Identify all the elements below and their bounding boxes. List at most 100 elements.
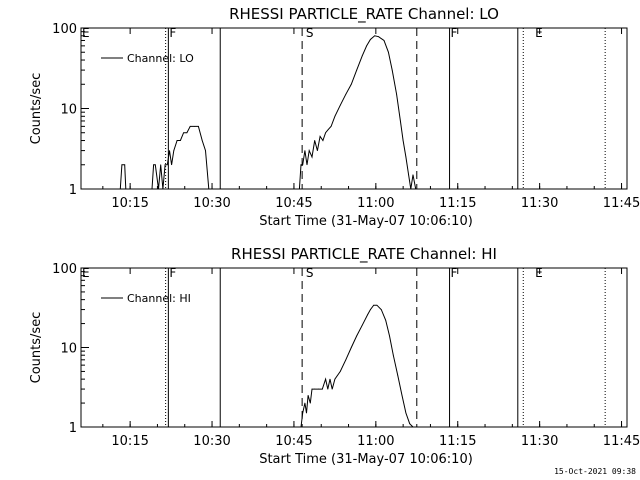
x-tick-label: 11:00 xyxy=(357,434,394,449)
data-point xyxy=(304,150,306,151)
chart-panel-hi: RHESSI PARTICLE_RATE Channel: HI E F S F E 10:… xyxy=(29,245,640,467)
chart-title: RHESSI PARTICLE_RATE Channel: LO xyxy=(229,5,499,24)
data-point xyxy=(361,324,363,326)
data-point xyxy=(179,140,181,141)
data-point xyxy=(201,140,203,141)
event-marker-F: F xyxy=(451,266,458,280)
x-axis-label: Start Time (31-May-07 10:06:10) xyxy=(259,214,473,229)
data-point xyxy=(369,309,371,310)
footer-timestamp: 15-Oct-2021 09:38 xyxy=(554,467,636,476)
event-marker-E: E xyxy=(82,26,90,40)
data-point xyxy=(418,188,419,190)
data-point xyxy=(304,402,306,404)
data-point xyxy=(374,35,376,37)
event-marker-S: S xyxy=(306,266,314,280)
data-point xyxy=(383,40,385,41)
data-point xyxy=(173,150,175,151)
y-tick-label: 100 xyxy=(52,262,77,277)
data-point xyxy=(369,39,371,40)
data-point xyxy=(380,309,382,310)
event-marker-E: E xyxy=(535,26,543,40)
data-point xyxy=(329,378,331,380)
data-point xyxy=(299,188,300,190)
data-point xyxy=(317,150,318,151)
data-point xyxy=(345,93,347,95)
data-point xyxy=(302,412,304,414)
data-point xyxy=(376,304,378,306)
data-point xyxy=(121,164,123,166)
data-point xyxy=(387,51,389,53)
data-point xyxy=(356,335,358,337)
data-point xyxy=(331,388,333,390)
data-point xyxy=(183,132,185,134)
data-point xyxy=(319,136,321,137)
data-point xyxy=(300,426,302,428)
data-point xyxy=(314,388,316,390)
data-point xyxy=(124,164,126,166)
data-point xyxy=(311,388,313,390)
data-point xyxy=(325,132,327,134)
data-point xyxy=(153,164,155,166)
event-marker-E: E xyxy=(535,266,543,280)
data-point xyxy=(306,164,308,166)
x-tick-label: 11:30 xyxy=(521,434,558,449)
data-point xyxy=(162,188,164,190)
data-point xyxy=(164,164,166,166)
data-point xyxy=(366,45,367,47)
data-point xyxy=(415,188,417,190)
data-point xyxy=(334,115,336,117)
y-tick-label: 1 xyxy=(69,183,77,198)
data-point xyxy=(171,164,173,166)
data-point xyxy=(392,354,394,356)
data-point xyxy=(334,378,336,380)
data-point xyxy=(391,69,393,71)
x-tick-label: 11:00 xyxy=(357,196,394,211)
data-point xyxy=(205,150,206,151)
x-tick-label: 10:30 xyxy=(193,434,230,449)
data-point xyxy=(402,140,404,141)
data-point xyxy=(412,426,414,428)
data-point xyxy=(325,378,327,380)
event-marker-E: E xyxy=(82,266,90,280)
data-point xyxy=(330,125,332,127)
data-point xyxy=(309,402,311,404)
x-tick-label: 11:30 xyxy=(521,196,558,211)
data-point xyxy=(401,394,403,396)
y-tick-label: 10 xyxy=(60,342,77,357)
chart-title: RHESSI PARTICLE_RATE Channel: HI xyxy=(231,245,497,264)
data-point xyxy=(197,125,199,127)
x-tick-label: 10:15 xyxy=(111,434,148,449)
data-point xyxy=(356,69,358,71)
data-point xyxy=(385,319,387,321)
data-point xyxy=(176,140,178,141)
data-point xyxy=(208,188,210,190)
x-tick-label: 10:15 xyxy=(111,196,148,211)
y-axis-label: Counts/sec xyxy=(29,73,44,145)
y-axis-label: Counts/sec xyxy=(29,312,44,384)
data-point xyxy=(307,394,309,396)
data-point xyxy=(367,314,369,315)
data-point xyxy=(119,188,121,190)
data-point xyxy=(400,120,401,122)
y-tick-label: 10 xyxy=(60,103,77,118)
data-point xyxy=(302,164,304,166)
data-point xyxy=(397,374,399,376)
data-point xyxy=(396,93,397,95)
data-point xyxy=(189,125,191,127)
data-point xyxy=(350,347,352,348)
data-point xyxy=(166,164,168,166)
data-point xyxy=(373,304,375,306)
data-point xyxy=(314,140,316,141)
data-point xyxy=(405,412,407,414)
data-point xyxy=(125,188,127,190)
x-axis-label: Start Time (31-May-07 10:06:10) xyxy=(259,452,473,467)
event-marker-F: F xyxy=(451,26,458,40)
x-tick-label: 11:15 xyxy=(439,434,476,449)
data-point xyxy=(311,156,313,158)
data-point xyxy=(186,132,188,134)
data-point xyxy=(389,335,390,337)
data-point xyxy=(169,150,170,151)
series-line xyxy=(300,304,414,428)
data-point xyxy=(378,36,379,38)
